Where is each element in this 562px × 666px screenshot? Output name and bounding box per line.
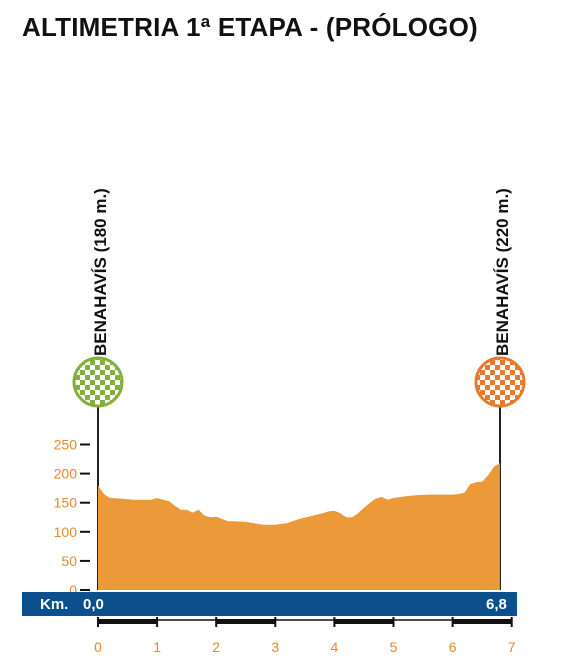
finish-flag-icon [474,356,526,408]
y-tick-label-200: 200 [54,466,78,482]
finish-town-label: BENAHAVÍS (220 m.) [493,188,512,356]
start-km-label: 0,0 [83,596,104,613]
x-scale-segment [216,619,276,624]
finish-km-label: 6,8 [486,596,507,613]
page-title: ALTIMETRIA 1ª ETAPA - (PRÓLOGO) [22,12,478,42]
elevation-profile-area [98,463,500,590]
x-tick-label-2: 2 [212,639,220,655]
x-axis: 0 1 2 3 4 5 6 7 [94,617,516,655]
x-tick-label-7: 7 [508,639,516,655]
x-tick-label-5: 5 [390,639,398,655]
x-scale-segment [98,619,158,624]
x-tick-label-1: 1 [153,639,161,655]
start-flag-icon [72,356,124,408]
x-tick-label-6: 6 [449,639,457,655]
km-bar-label: Km. [40,596,68,613]
y-axis: 0 50 100 150 200 250 [54,437,90,598]
y-tick-label-100: 100 [54,524,78,540]
start-town-label: BENAHAVÍS (180 m.) [91,188,110,356]
x-scale-segment [452,619,512,624]
y-tick-label-50: 50 [61,553,77,569]
x-scale-segment [334,619,394,624]
x-tick-label-4: 4 [331,639,339,655]
y-tick-label-0: 0 [69,582,77,598]
y-tick-label-250: 250 [54,437,78,453]
x-tick-label-3: 3 [271,639,279,655]
km-bar [22,592,517,616]
x-tick-label-0: 0 [94,639,102,655]
y-tick-label-150: 150 [54,495,78,511]
